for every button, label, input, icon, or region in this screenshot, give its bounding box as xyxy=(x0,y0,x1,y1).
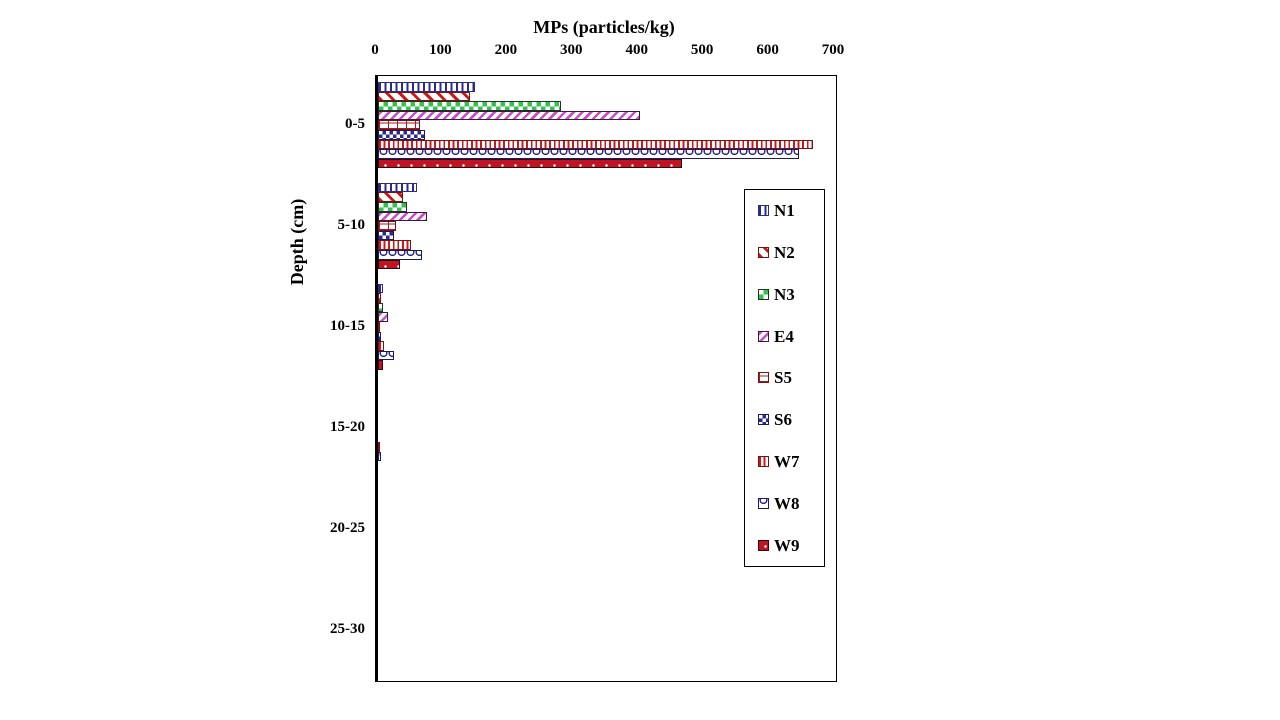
legend: N1 N2 N3 E4 S5 S6 W7 W8 W9 xyxy=(744,189,825,567)
x-tick-600: 600 xyxy=(756,42,779,58)
bar-N2-5-10 xyxy=(378,192,403,203)
bar-W7-0-5 xyxy=(378,139,814,150)
x-tick-700: 700 xyxy=(821,42,845,58)
legend-swatch-N3-icon xyxy=(758,288,769,300)
legend-swatch-W9-icon xyxy=(758,539,769,551)
y-axis-label: Depth (cm) xyxy=(287,198,307,286)
legend-entry-E4: E4 xyxy=(758,328,824,345)
bar-W8-15-20 xyxy=(378,451,381,462)
bar-N1-5-10 xyxy=(378,182,418,193)
bar-W8-0-5 xyxy=(378,149,799,159)
bar-N3-0-5 xyxy=(378,101,562,111)
legend-swatch-N2-icon xyxy=(758,247,769,259)
x-tick-200: 200 xyxy=(494,42,518,58)
legend-label-S6: S6 xyxy=(774,410,792,430)
legend-label-W9: W9 xyxy=(774,535,800,555)
bar-S5-10-15 xyxy=(378,322,380,332)
legend-swatch-W8-icon xyxy=(758,497,769,509)
x-tick-300: 300 xyxy=(560,42,583,58)
legend-entry-S6: S6 xyxy=(758,411,824,428)
x-tick-500: 500 xyxy=(690,42,714,58)
category-label-5-10: 5-10 xyxy=(337,217,366,234)
legend-entry-S5: S5 xyxy=(758,369,824,386)
category-label-25-30: 25-30 xyxy=(330,620,365,637)
bar-S6-5-10 xyxy=(378,230,395,241)
legend-swatch-N1-icon xyxy=(758,205,769,217)
bar-S5-5-10 xyxy=(378,221,397,231)
legend-label-N3: N3 xyxy=(774,284,795,304)
legend-entry-W9: W9 xyxy=(758,537,824,554)
legend-entry-W7: W7 xyxy=(758,453,824,470)
legend-entry-N2: N2 xyxy=(758,244,824,261)
category-label-10-15: 10-15 xyxy=(330,318,365,335)
bar-N1-10-15 xyxy=(378,283,384,294)
x-tick-100: 100 xyxy=(429,42,452,58)
bar-S6-10-15 xyxy=(378,331,381,342)
legend-label-N1: N1 xyxy=(774,201,795,221)
bar-W8-5-10 xyxy=(378,250,423,260)
legend-swatch-W7-icon xyxy=(758,455,769,467)
bar-W9-5-10 xyxy=(378,259,400,270)
bar-E4-5-10 xyxy=(378,211,428,222)
bar-W7-5-10 xyxy=(378,240,411,251)
x-tick-400: 400 xyxy=(625,42,648,58)
legend-entry-W8: W8 xyxy=(758,495,824,512)
legend-swatch-E4-icon xyxy=(758,330,769,342)
bar-N3-10-15 xyxy=(378,302,384,313)
chart-title: MPs (particles/kg) xyxy=(533,17,675,37)
category-label-0-5: 0-5 xyxy=(345,116,365,133)
bar-N1-0-5 xyxy=(378,82,475,92)
legend-label-W7: W7 xyxy=(774,451,800,471)
bar-N2-0-5 xyxy=(378,91,470,102)
bar-N3-5-10 xyxy=(378,202,408,212)
legend-entry-N1: N1 xyxy=(758,202,824,219)
legend-label-E4: E4 xyxy=(774,326,794,346)
x-tick-0: 0 xyxy=(371,42,379,58)
bar-E4-0-5 xyxy=(378,110,640,121)
legend-label-W8: W8 xyxy=(774,493,800,513)
bar-W9-10-15 xyxy=(378,360,383,371)
legend-swatch-S6-icon xyxy=(758,414,769,426)
bar-S6-0-5 xyxy=(378,130,426,140)
bar-W8-10-15 xyxy=(378,350,394,361)
bar-W7-15-20 xyxy=(378,442,380,452)
bar-E4-10-15 xyxy=(378,312,389,323)
bar-W7-10-15 xyxy=(378,341,384,351)
bar-N2-10-15 xyxy=(378,293,382,303)
bar-W9-0-5 xyxy=(378,158,683,169)
bar-S5-0-5 xyxy=(378,120,420,130)
category-label-20-25: 20-25 xyxy=(330,519,365,536)
legend-entry-N3: N3 xyxy=(758,286,824,303)
category-label-15-20: 15-20 xyxy=(330,418,365,435)
legend-label-S5: S5 xyxy=(774,368,792,388)
legend-label-N2: N2 xyxy=(774,243,795,263)
legend-swatch-S5-icon xyxy=(758,372,769,384)
